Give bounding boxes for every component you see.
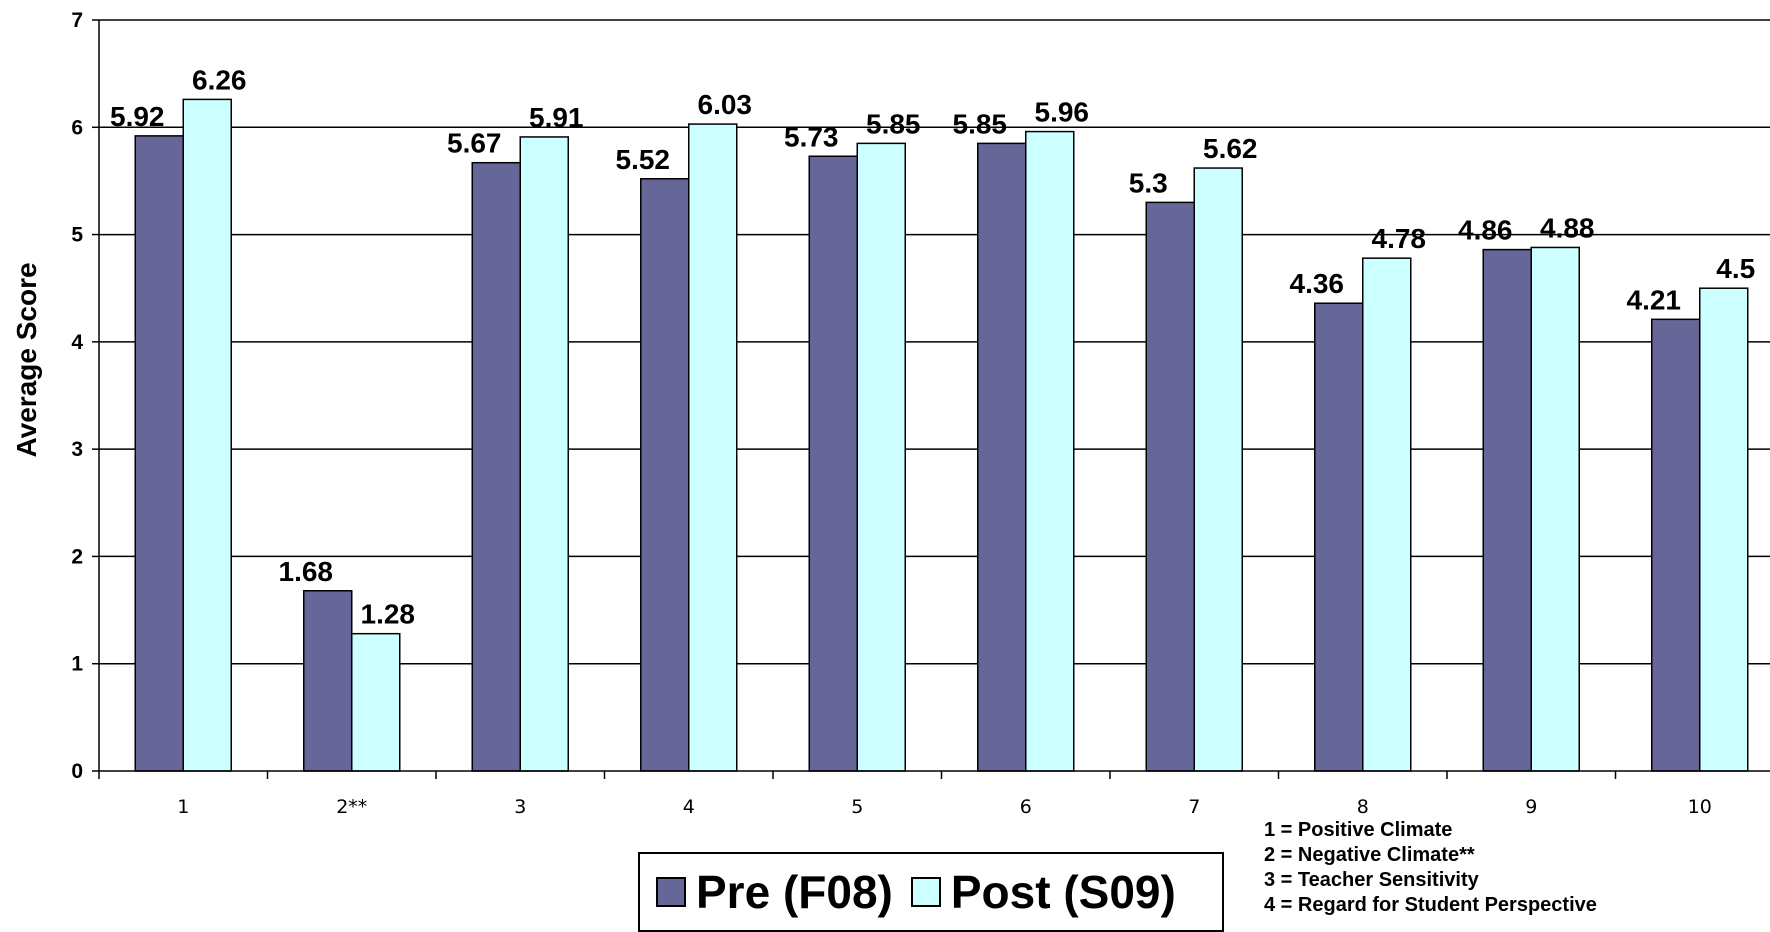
bar-pre <box>1651 318 1701 772</box>
data-label: 5.67 <box>447 128 502 159</box>
x-tick-label: 10 <box>1688 796 1712 818</box>
x-tick-label: 9 <box>1525 796 1537 818</box>
legend-item-post: Post (S09) <box>910 865 1176 919</box>
y-tick-label: 1 <box>71 653 83 676</box>
bar-pre <box>1314 302 1364 772</box>
data-label: 4.36 <box>1290 268 1345 299</box>
y-tick-label: 4 <box>71 331 83 354</box>
y-tick-label: 5 <box>71 224 83 247</box>
legend-label-pre: Pre (F08) <box>696 866 893 918</box>
data-label: 5.3 <box>1129 167 1168 198</box>
data-label: 4.86 <box>1458 215 1513 246</box>
x-tick-label: 6 <box>1020 796 1032 818</box>
x-tick-label: 1 <box>177 796 189 818</box>
bar-post <box>1025 130 1075 772</box>
key-item: 2 = Negative Climate** <box>1264 844 1475 866</box>
legend-swatch-post <box>910 877 941 907</box>
bar-pre <box>640 178 690 772</box>
y-tick-label: 6 <box>71 116 83 139</box>
bar-pre <box>977 142 1027 772</box>
bars <box>134 98 1749 772</box>
y-tick-label: 3 <box>71 438 83 461</box>
data-label: 5.91 <box>529 102 584 133</box>
bar-post <box>856 142 906 772</box>
bar-pre <box>1145 201 1195 772</box>
data-label: 5.62 <box>1203 133 1258 164</box>
key-item: 4 = Regard for Student Perspective <box>1264 894 1597 916</box>
x-tick-label: 5 <box>851 796 863 818</box>
legend: Pre (F08) Post (S09) <box>638 852 1224 932</box>
bar-pre <box>808 155 858 772</box>
data-label: 5.96 <box>1035 97 1090 128</box>
y-tick-label: 7 <box>71 9 83 32</box>
data-label: 5.85 <box>953 108 1008 139</box>
bar-pre <box>1482 248 1532 772</box>
bar-post <box>1699 287 1749 772</box>
data-label: 1.68 <box>279 556 334 587</box>
x-tick-label: 3 <box>514 796 526 818</box>
data-label: 1.28 <box>361 599 416 630</box>
x-tick-label: 4 <box>683 796 695 818</box>
data-label: 6.26 <box>192 64 247 95</box>
key-item: 3 = Teacher Sensitivity <box>1264 869 1479 891</box>
bar-post <box>519 136 569 772</box>
y-tick-label: 0 <box>71 760 83 783</box>
x-tick-label: 7 <box>1188 796 1200 818</box>
bar-pre <box>471 161 521 772</box>
y-axis-title: Average Score <box>11 262 42 457</box>
legend-swatch-pre <box>656 877 686 907</box>
data-label: 5.85 <box>866 108 921 139</box>
category-key: 1 = Positive Climate 2 = Negative Climat… <box>1264 818 1597 918</box>
bar-pre <box>134 135 184 772</box>
data-labels: 5.92 6.26 1.68 1.28 5.67 5.91 5.52 6.03 5.73 5.85… <box>110 64 1755 629</box>
data-label: 4.78 <box>1372 223 1427 254</box>
axes: 0 1 2 3 4 5 6 7 1 2** 3 4 5 6 7 8 9 10 <box>71 9 1770 818</box>
gridlines <box>99 19 1770 665</box>
legend-item-pre: Pre (F08) <box>656 865 893 919</box>
bar-post <box>351 632 401 772</box>
bar-pre <box>303 590 353 772</box>
bar-post <box>1530 246 1580 772</box>
legend-label-post: Post (S09) <box>950 866 1176 918</box>
bar-post <box>1193 167 1243 772</box>
data-label: 5.92 <box>110 101 165 132</box>
x-tick-label: 2** <box>336 796 367 818</box>
x-tick-label: 8 <box>1357 796 1369 818</box>
y-tick-label: 2 <box>71 545 83 568</box>
bar-post <box>1362 257 1412 772</box>
data-label: 5.52 <box>616 144 671 175</box>
data-label: 5.73 <box>784 121 839 152</box>
key-item: 1 = Positive Climate <box>1264 819 1453 841</box>
bar-post <box>688 123 738 772</box>
data-label: 6.03 <box>698 89 753 120</box>
data-label: 4.5 <box>1716 253 1755 284</box>
data-label: 4.88 <box>1540 212 1595 243</box>
data-label: 4.21 <box>1627 284 1682 315</box>
bar-post <box>182 98 232 772</box>
